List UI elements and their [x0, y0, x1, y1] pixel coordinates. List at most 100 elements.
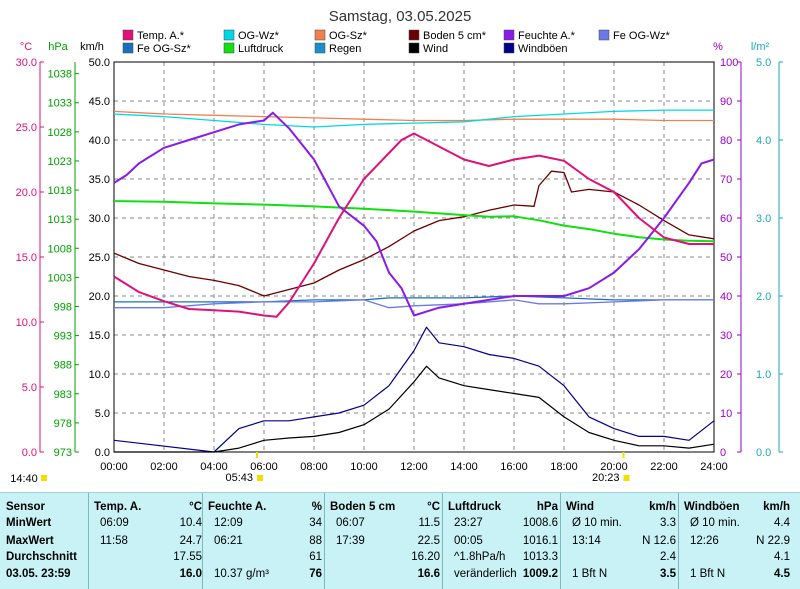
tick-kmh: 40.0 — [89, 135, 110, 147]
x-tick-label: 04:00 — [200, 461, 228, 473]
cell-value: 16.0 — [179, 568, 202, 580]
series-line-fe-og-wz — [114, 299, 714, 309]
row-label: MaxWert — [6, 535, 54, 547]
cell-value: 1016.1 — [522, 535, 558, 547]
tick-temp: 20.0 — [16, 187, 37, 199]
cell-time: 23:27 — [454, 517, 483, 529]
legend-swatch — [223, 42, 235, 54]
cell-value: 88 — [309, 535, 322, 547]
tick-rain: 1.0 — [756, 369, 771, 381]
column-unit: % — [311, 501, 322, 513]
cell-value: 16.6 — [417, 568, 440, 580]
summary-table: Sensor MinWert MaxWert Durchschnitt 03.05. 2… — [0, 492, 800, 589]
column-divider — [678, 493, 679, 589]
cell-time: 1 Bft N — [572, 568, 608, 580]
cell-time: Ø 10 min. — [572, 517, 622, 529]
cell-value: 24.7 — [179, 535, 202, 547]
cell-value: 3.5 — [660, 568, 676, 580]
x-tick-label: 14:00 — [450, 461, 478, 473]
cell-value: 4.5 — [774, 568, 790, 580]
cell-time: 12:26 — [690, 535, 719, 547]
tick-kmh: 45.0 — [89, 96, 110, 108]
column-unit: km/h — [763, 501, 790, 513]
tick-kmh: 20.0 — [89, 291, 110, 303]
legend-label: Fe OG-Wz* — [613, 30, 671, 42]
cell-time: 06:21 — [214, 535, 243, 547]
cell-value: 61 — [309, 551, 322, 563]
legend-label: OG-Wz* — [238, 30, 280, 42]
table-column: Temp. A. °C 06:09 10.4 11:58 24.7 17.55 16.0 — [94, 493, 202, 589]
legend-label: Wind — [423, 43, 448, 55]
cell-time: Ø 10 min. — [690, 517, 740, 529]
x-tick-label: 02:00 — [150, 461, 178, 473]
series-line-luftdruck — [113, 200, 715, 243]
tick-percent: 100 — [720, 57, 738, 69]
tick-rain: 0.0 — [756, 447, 771, 459]
x-tick-label: 18:00 — [550, 461, 578, 473]
tick-hpa: 1008 — [48, 243, 72, 255]
legend-swatch — [223, 29, 235, 41]
axis-unit-kmh: km/h — [80, 41, 104, 53]
series-line-windb-en — [113, 326, 715, 453]
column-divider — [324, 493, 325, 589]
legend-swatch — [503, 42, 515, 54]
cell-value: 2.4 — [660, 551, 676, 563]
x-tick-label: 00:00 — [100, 461, 128, 473]
legend-swatch — [314, 29, 326, 41]
legend-swatch — [598, 29, 610, 41]
cell-value: 3.3 — [660, 517, 676, 529]
cell-value: 17.55 — [173, 551, 202, 563]
series-line-og-wz — [113, 109, 714, 128]
column-unit: km/h — [649, 501, 676, 513]
tick-percent: 90 — [720, 96, 732, 108]
cell-time: veränderlich — [454, 568, 517, 580]
series-line-og-sz — [113, 110, 714, 122]
row-label: MinWert — [6, 517, 52, 529]
column-divider — [442, 493, 443, 589]
tick-temp: 15.0 — [16, 252, 37, 264]
tick-kmh: 15.0 — [89, 330, 110, 342]
column-title: Boden 5 cm — [330, 501, 396, 513]
cell-value: N 12.6 — [642, 535, 676, 547]
column-divider — [88, 493, 89, 589]
x-tick-label: 08:00 — [300, 461, 328, 473]
legend-label: OG-Sz* — [329, 30, 368, 42]
tick-kmh: 50.0 — [89, 57, 110, 69]
tick-kmh: 0.0 — [95, 447, 110, 459]
legend-label: Temp. A.* — [137, 30, 185, 42]
cell-value: 34 — [309, 517, 322, 529]
time-marker-dot — [257, 475, 263, 481]
x-tick-label: 22:00 — [650, 461, 678, 473]
tick-percent: 70 — [720, 174, 732, 186]
axis-unit-temp: °C — [20, 41, 32, 53]
series-line-feuchte-a — [113, 111, 715, 317]
axis-unit-rain: l/m² — [751, 41, 770, 53]
tick-hpa: 988 — [54, 360, 72, 372]
plot-frame — [113, 61, 715, 453]
cell-time: 06:07 — [336, 517, 365, 529]
legend-label: Luftdruck — [238, 43, 284, 55]
tick-hpa: 978 — [54, 418, 72, 430]
column-title: Windböen — [684, 501, 740, 513]
cell-time: 13:14 — [572, 535, 601, 547]
cell-time: 12:09 — [214, 517, 243, 529]
cell-value: 11.5 — [418, 517, 440, 529]
cell-value: 1008.6 — [522, 517, 558, 529]
tick-hpa: 973 — [54, 447, 72, 459]
series-line-wind — [114, 365, 715, 453]
column-unit: °C — [189, 501, 202, 513]
cell-value: 1009.2 — [522, 568, 558, 580]
tick-kmh: 25.0 — [89, 252, 110, 264]
x-tick-label: 24:00 — [700, 461, 728, 473]
legend-label: Boden 5 cm* — [423, 30, 487, 42]
time-marker-dot — [41, 475, 47, 481]
x-tick-label: 20:00 — [600, 461, 628, 473]
column-title: Sensor — [6, 501, 45, 513]
tick-hpa: 1033 — [48, 98, 72, 110]
chart-title: Samstag, 03.05.2025 — [329, 8, 472, 25]
legend-swatch — [314, 42, 326, 54]
tick-percent: 0 — [720, 447, 726, 459]
tick-temp: 30.0 — [16, 57, 37, 69]
row-label: Durchschnitt — [6, 551, 77, 563]
x-tick-label: 10:00 — [350, 461, 378, 473]
